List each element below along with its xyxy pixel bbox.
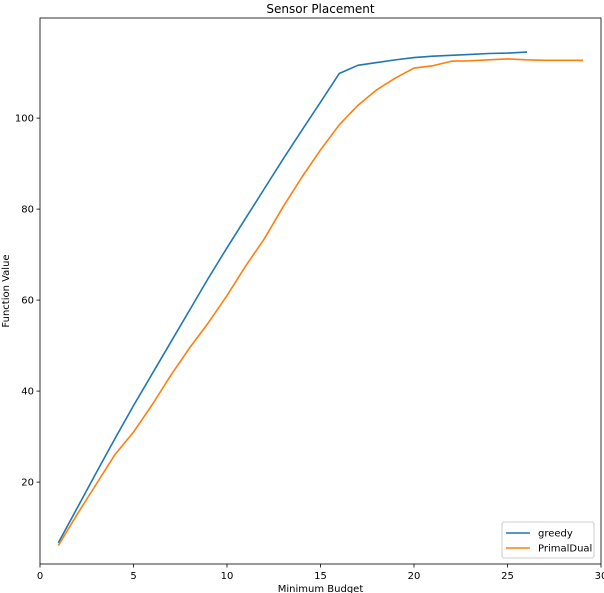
y-tick-label: 80 <box>21 205 34 216</box>
series-line-greedy <box>57 51 528 544</box>
x-tick-label: 25 <box>501 571 514 582</box>
x-tick-label: 10 <box>221 571 234 582</box>
legend-box <box>501 521 595 559</box>
y-axis-label: Function Value <box>1 254 12 327</box>
x-axis-label: Minimum Budget <box>278 584 364 593</box>
y-tick-label: 100 <box>15 114 34 125</box>
legend-label-primaldual: PrimalDual <box>538 544 592 555</box>
plot-area: 0 5 10 15 20 25 30 20 40 60 80 100 <box>15 17 604 582</box>
x-tick-label: 20 <box>408 571 421 582</box>
x-tick-label: 30 <box>595 571 604 582</box>
x-tick-label: 15 <box>314 571 327 582</box>
y-tick-label: 60 <box>21 296 34 307</box>
legend: greedy PrimalDual <box>501 521 595 559</box>
y-tick-label: 40 <box>21 387 34 398</box>
series-line-primaldual <box>57 58 584 546</box>
x-tick-label: 0 <box>37 571 43 582</box>
plot-frame <box>39 17 602 565</box>
chart-title: Sensor Placement <box>266 2 375 16</box>
y-tick-label: 20 <box>21 478 34 489</box>
x-tick-label: 5 <box>130 571 136 582</box>
legend-label-greedy: greedy <box>538 529 573 540</box>
